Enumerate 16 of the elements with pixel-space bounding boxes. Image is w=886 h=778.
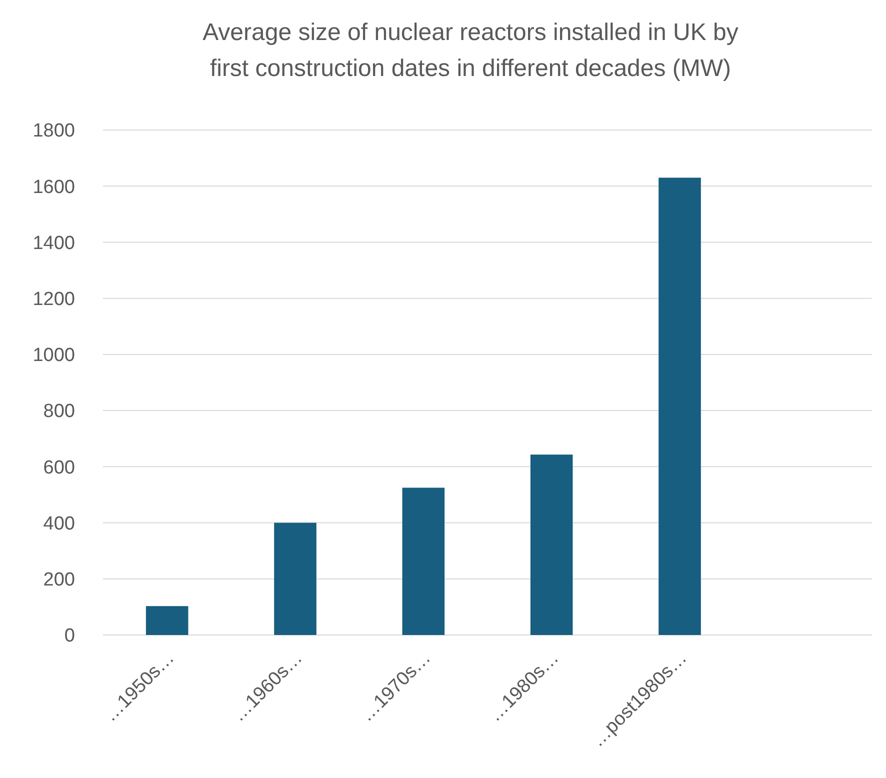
chart-title: Average size of nuclear reactors installed in UK by first construction dates in different decades (MW) [202, 19, 738, 82]
y-tick-label: 1200 [32, 288, 75, 310]
y-tick-label: 600 [43, 457, 75, 478]
bar [658, 178, 701, 635]
bar [402, 488, 445, 635]
y-tick-label: 1600 [32, 176, 75, 198]
y-tick-label: 400 [43, 513, 75, 534]
bar [530, 454, 573, 635]
y-tick-label: 0 [64, 626, 75, 647]
bar [146, 606, 188, 635]
bar [274, 522, 316, 635]
y-tick-label: 800 [43, 401, 75, 422]
y-tick-label: 1400 [32, 232, 75, 254]
y-tick-label: 1000 [32, 345, 75, 366]
y-tick-label: 1800 [32, 120, 75, 142]
y-tick-label: 200 [43, 570, 75, 591]
